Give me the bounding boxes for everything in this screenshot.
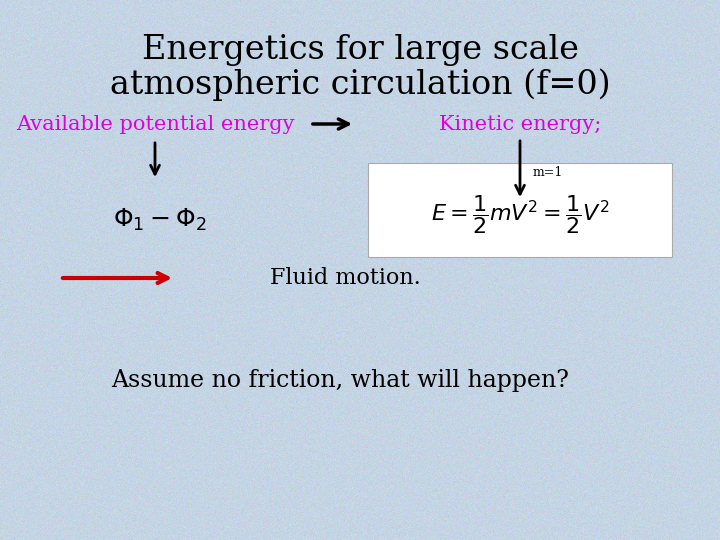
Text: atmospheric circulation (f=0): atmospheric circulation (f=0) — [109, 69, 611, 102]
Text: $E = \dfrac{1}{2}mV^2 = \dfrac{1}{2}V^2$: $E = \dfrac{1}{2}mV^2 = \dfrac{1}{2}V^2$ — [431, 193, 609, 237]
Text: Fluid motion.: Fluid motion. — [270, 267, 420, 289]
Text: Available potential energy: Available potential energy — [16, 114, 294, 133]
Text: Energetics for large scale: Energetics for large scale — [142, 34, 578, 66]
FancyBboxPatch shape — [368, 163, 672, 257]
Text: $\Phi_1 - \Phi_2$: $\Phi_1 - \Phi_2$ — [113, 207, 207, 233]
Text: Kinetic energy;: Kinetic energy; — [438, 114, 601, 133]
Text: m=1: m=1 — [533, 165, 563, 179]
Text: Assume no friction, what will happen?: Assume no friction, what will happen? — [111, 368, 569, 392]
